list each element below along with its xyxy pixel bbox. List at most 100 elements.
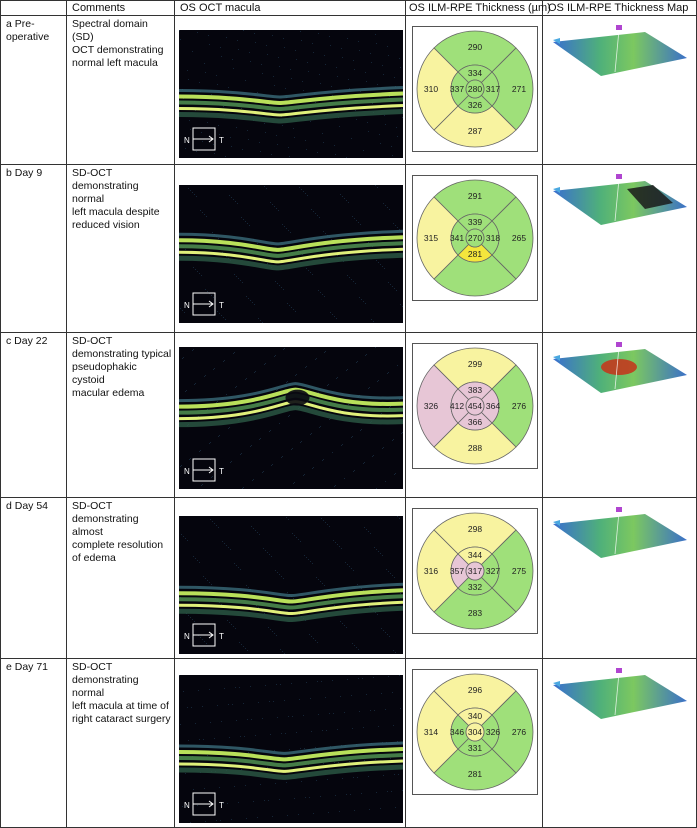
etdrs-value-ii: 281 [468,249,482,259]
etdrs-thickness-grid: 454 383 366 412 364 299 288 326 276 [412,343,538,469]
etdrs-value-no: 314 [424,727,438,737]
orientation-temporal-label: T [219,301,224,310]
etdrs-value-ni: 346 [450,727,464,737]
row-divider [0,15,697,16]
etdrs-value-so: 298 [468,524,482,534]
etdrs-grid-graphic: 280 334 326 337 317 290 287 310 271 [416,30,534,148]
etdrs-value-center: 270 [468,233,482,243]
col-divider [174,0,175,828]
etdrs-value-si: 340 [468,711,482,721]
col-divider [66,0,67,828]
etdrs-value-si: 344 [468,550,482,560]
etdrs-value-io: 288 [468,443,482,453]
row-divider [0,497,697,498]
thickness-map-3d-image [549,22,689,92]
etdrs-center-circle [465,79,485,99]
thickness-map-graphic [553,174,687,225]
row-comment: SD-OCT demonstrating normal left macula … [72,167,160,231]
row-divider [0,0,697,1]
row-divider [0,332,697,333]
etdrs-value-to: 276 [512,401,526,411]
etdrs-value-center: 317 [468,566,482,576]
etdrs-value-ni: 412 [450,401,464,411]
header-thickness: OS ILM-RPE Thickness (µm) [409,2,551,14]
thickness-map-graphic [553,25,687,76]
orientation-temporal-label: T [219,801,224,810]
etdrs-value-ti: 364 [486,401,500,411]
etdrs-value-si: 334 [468,68,482,78]
row-label: d Day 54 [6,500,49,512]
etdrs-value-to: 276 [512,727,526,737]
etdrs-value-no: 326 [424,401,438,411]
etdrs-thickness-grid: 317 344 332 357 327 298 283 316 275 [412,508,538,634]
etdrs-value-ni: 337 [450,84,464,94]
etdrs-value-so: 299 [468,359,482,369]
etdrs-grid-graphic: 304 340 331 346 326 296 281 314 276 [416,673,534,791]
thickness-map-graphic [553,342,687,393]
etdrs-value-no: 310 [424,84,438,94]
orientation-nasal-label: N [184,467,190,476]
col-divider [542,0,543,828]
row-label: e Day 71 [6,661,49,673]
etdrs-value-ii: 366 [468,417,482,427]
col-divider [0,0,1,828]
thickness-map-3d-image [549,665,689,735]
etdrs-value-so: 291 [468,191,482,201]
row-divider [0,164,697,165]
etdrs-value-ti: 326 [486,727,500,737]
etdrs-center-circle [465,228,485,248]
etdrs-value-no: 316 [424,566,438,576]
etdrs-value-io: 287 [468,126,482,136]
etdrs-value-si: 339 [468,217,482,227]
col-divider [405,0,406,828]
etdrs-value-so: 290 [468,42,482,52]
row-label: b Day 9 [6,167,43,179]
row-label: a Pre- operative [6,18,50,43]
etdrs-value-so: 296 [468,685,482,695]
row-label: c Day 22 [6,335,48,347]
row-comment: SD-OCT demonstrating typical pseudophaki… [72,335,172,399]
etdrs-value-to: 275 [512,566,526,576]
orientation-nasal-label: N [184,632,190,641]
orientation-nasal-label: N [184,136,190,145]
etdrs-value-io: 283 [468,608,482,618]
etdrs-thickness-grid: 280 334 326 337 317 290 287 310 271 [412,26,538,152]
orientation-temporal-label: T [219,467,224,476]
etdrs-value-no: 315 [424,233,438,243]
etdrs-value-center: 280 [468,84,482,94]
etdrs-value-ii: 331 [468,743,482,753]
etdrs-value-center: 304 [468,727,482,737]
etdrs-value-ti: 327 [486,566,500,576]
row-comment: SD-OCT demonstrating almost complete res… [72,500,164,564]
etdrs-grid-graphic: 454 383 366 412 364 299 288 326 276 [416,347,534,465]
etdrs-value-ti: 318 [486,233,500,243]
etdrs-value-ii: 332 [468,582,482,592]
row-divider [0,658,697,659]
orientation-nasal-label: N [184,301,190,310]
row-comment: SD-OCT demonstrating normal left macula … [72,661,171,725]
etdrs-grid-graphic: 270 339 281 341 318 291 315 265 [416,179,534,297]
thickness-map-3d-image [549,504,689,574]
etdrs-value-ii: 326 [468,100,482,110]
header-oct: OS OCT macula [180,2,261,14]
orientation-temporal-label: T [219,136,224,145]
etdrs-thickness-grid: 270 339 281 341 318 291 315 265 [412,175,538,301]
header-map: OS ILM-RPE Thickness Map [548,2,689,14]
thickness-map-3d-image [549,339,689,409]
etdrs-value-io: 281 [468,769,482,779]
etdrs-center-circle [465,561,485,581]
etdrs-value-ni: 357 [450,566,464,576]
etdrs-value-ti: 317 [486,84,500,94]
etdrs-center-circle [465,396,485,416]
thickness-map-graphic [553,507,687,558]
etdrs-value-si: 383 [468,385,482,395]
